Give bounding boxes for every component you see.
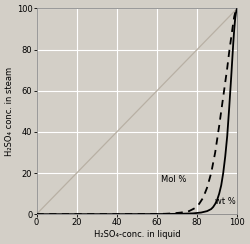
Y-axis label: H₂SO₄ conc. in steam: H₂SO₄ conc. in steam [5,67,14,156]
Text: Mol %: Mol % [161,175,186,184]
X-axis label: H₂SO₄-conc. in liquid: H₂SO₄-conc. in liquid [94,230,180,239]
Text: wt %: wt % [215,197,236,206]
